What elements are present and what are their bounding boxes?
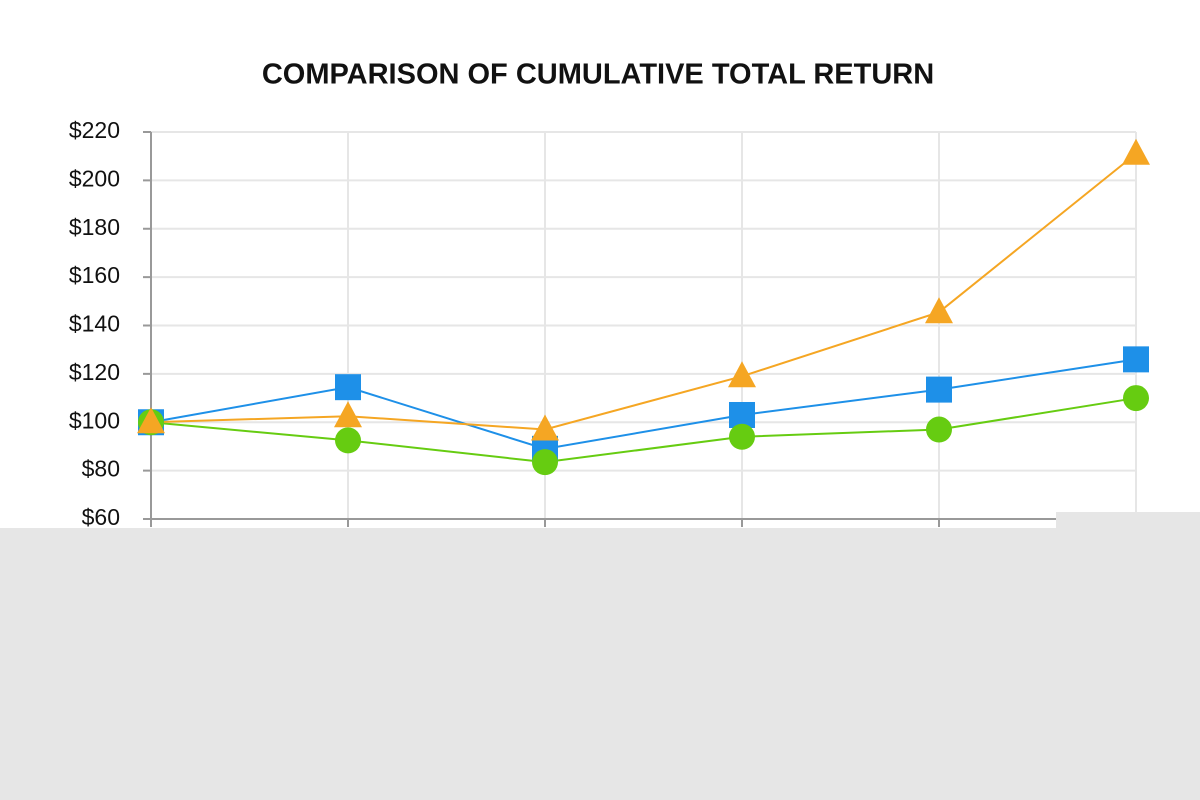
overlay-panel (0, 528, 1200, 800)
y-tick-label: $100 (69, 407, 120, 433)
marker-circle (729, 423, 755, 450)
marker-square (926, 376, 952, 403)
series-line (150, 358, 1137, 450)
marker-square (729, 401, 755, 428)
y-tick-label: $220 (69, 117, 120, 143)
y-tick-label: $160 (69, 262, 120, 288)
marker-square (335, 374, 361, 401)
y-tick-label: $120 (69, 359, 120, 385)
marker-triangle (531, 414, 559, 441)
overlay-tab (1056, 512, 1200, 532)
y-tick-label: $60 (82, 504, 120, 530)
grid: $60 $80 $100 $120 $140 $160 $180 $200 $220 (69, 117, 1137, 530)
y-tick-label: $180 (69, 214, 120, 240)
marker-square (1123, 346, 1149, 373)
series-line (150, 152, 1137, 431)
y-tick-label: $200 (69, 165, 120, 191)
plot (137, 138, 1150, 476)
marker-triangle (728, 361, 756, 388)
y-tick-label: $140 (69, 311, 120, 337)
marker-circle (532, 449, 558, 476)
chart-title: COMPARISON OF CUMULATIVE TOTAL RETURN (262, 59, 934, 91)
marker-circle (926, 416, 952, 443)
marker-triangle (334, 401, 362, 428)
y-tick-label: $80 (82, 456, 120, 482)
marker-circle (335, 427, 361, 454)
marker-triangle (137, 407, 165, 434)
marker-triangle (1122, 138, 1150, 165)
marker-circle (1123, 385, 1149, 412)
series-line (150, 397, 1137, 464)
marker-triangle (925, 297, 953, 324)
